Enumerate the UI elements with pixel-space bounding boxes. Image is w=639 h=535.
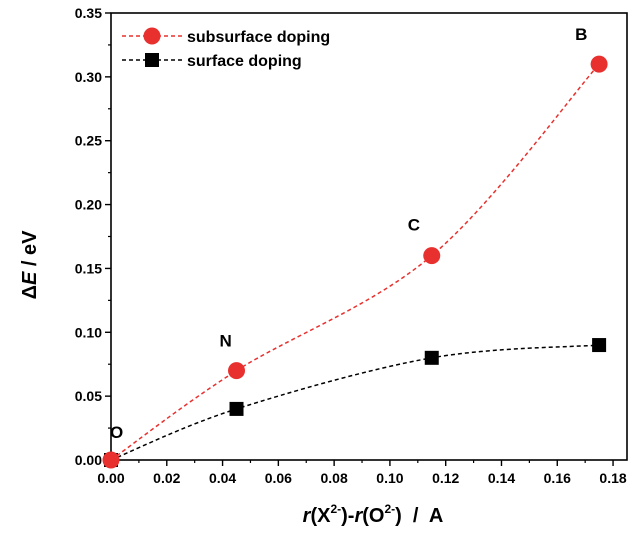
data-point-surface-doping — [424, 350, 439, 365]
annotations: O N C B — [110, 25, 587, 442]
x-axis-title-sup2: 2- — [384, 502, 395, 516]
x-tick-label: 0.18 — [599, 470, 626, 486]
x-axis-title-sup1: 2- — [330, 502, 341, 516]
series-line-subsurface-doping — [110, 63, 600, 461]
x-axis-title-unit: ) / A — [395, 505, 443, 527]
legend: subsurface doping surface doping — [122, 27, 330, 70]
y-axis-title: ΔE / eV — [19, 230, 41, 300]
y-tick-label: 0.00 — [75, 452, 102, 468]
data-point-subsurface-doping — [590, 55, 608, 73]
y-tick-label: 0.05 — [75, 388, 102, 404]
x-ticks: 0.00 0.02 0.04 0.06 0.08 0.10 0.12 0.14 0.16 0.18 — [97, 460, 627, 486]
point-label-O: O — [110, 423, 123, 442]
x-tick-label: 0.10 — [376, 470, 403, 486]
x-axis-title-r2: r — [354, 505, 363, 527]
legend-marker-surface-doping — [145, 53, 159, 67]
x-axis-title-o: (O — [362, 505, 384, 527]
y-tick-label: 0.20 — [75, 197, 102, 213]
x-tick-label: 0.00 — [97, 470, 124, 486]
y-tick-label: 0.25 — [75, 133, 102, 149]
x-tick-label: 0.14 — [488, 470, 515, 486]
y-tick-label: 0.35 — [75, 5, 102, 21]
y-tick-label: 0.30 — [75, 69, 102, 85]
data-point-surface-doping — [229, 401, 244, 416]
axes — [110, 12, 628, 461]
x-tick-label: 0.16 — [544, 470, 571, 486]
x-tick-label: 0.04 — [209, 470, 236, 486]
x-tick-label: 0.08 — [321, 470, 348, 486]
x-axis-title-x: (X — [310, 505, 331, 527]
legend-label-subsurface-doping: subsurface doping — [187, 29, 330, 46]
legend-marker-subsurface-doping — [143, 27, 161, 45]
x-tick-label: 0.06 — [265, 470, 292, 486]
data-point-subsurface-doping — [228, 362, 246, 380]
x-axis-title-mid: )- — [341, 505, 354, 527]
y-axis-title-delta: Δ — [19, 285, 41, 299]
y-tick-label: 0.10 — [75, 324, 102, 340]
y-ticks: 0.00 0.05 0.10 0.15 0.20 0.25 0.30 0.35 — [75, 5, 111, 468]
point-label-B: B — [575, 25, 587, 44]
y-axis-title-unit: / eV — [19, 230, 41, 272]
series-layer — [102, 55, 608, 469]
legend-label-surface-doping: surface doping — [187, 53, 302, 70]
x-tick-label: 0.02 — [153, 470, 180, 486]
data-point-surface-doping — [592, 338, 607, 353]
y-axis-title-var: E — [19, 271, 41, 285]
series-line-surface-doping — [110, 344, 600, 461]
point-label-C: C — [408, 216, 420, 235]
y-tick-label: 0.15 — [75, 260, 102, 276]
x-axis-title: r(X2-)-r(O2-) / A — [303, 502, 444, 527]
point-label-N: N — [220, 332, 232, 351]
data-point-subsurface-doping — [423, 247, 441, 265]
plot-frame — [110, 12, 628, 461]
x-tick-label: 0.12 — [432, 470, 459, 486]
data-point-subsurface-doping — [102, 451, 120, 469]
x-axis-title-r1: r — [303, 505, 312, 527]
